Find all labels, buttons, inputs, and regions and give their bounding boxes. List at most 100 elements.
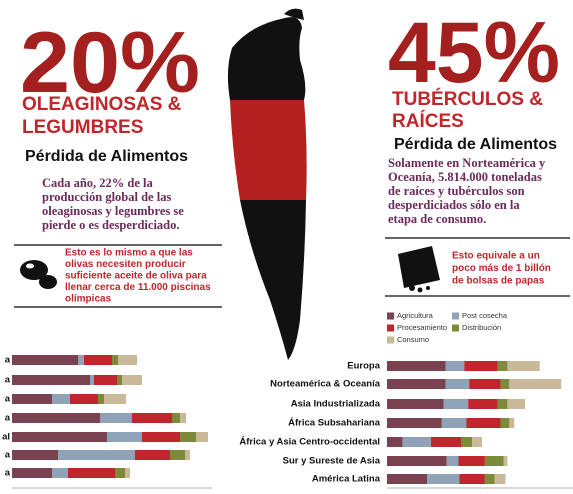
note: olímpicas <box>65 294 112 305</box>
bar-segment <box>172 413 180 423</box>
category-label: a <box>5 394 11 405</box>
bar-segment <box>135 450 170 460</box>
bar-segment <box>485 474 495 484</box>
bar-segment <box>122 375 142 385</box>
bar-segment <box>468 399 497 409</box>
bar-segment <box>387 474 427 484</box>
bar-segment <box>12 432 107 442</box>
bar-segment <box>464 361 497 371</box>
bar-segment <box>52 394 70 404</box>
bag-icon <box>398 246 440 293</box>
note: olivas necesiten producir <box>65 259 186 270</box>
bar-segment <box>132 413 172 423</box>
bar-segment <box>501 418 510 428</box>
bar-segment <box>12 375 90 385</box>
legend-swatch <box>387 313 394 320</box>
olives-icon <box>20 260 57 289</box>
bar-segment <box>58 450 135 460</box>
description: Oceanía, 5.814.000 toneladas <box>388 170 542 184</box>
bar-segment <box>446 361 465 371</box>
bar-segment <box>52 468 68 478</box>
bar-segment <box>507 361 539 371</box>
bar-segment <box>196 432 208 442</box>
category-label: a <box>5 450 11 461</box>
bar-segment <box>387 399 444 409</box>
bar-segment <box>444 399 468 409</box>
bar-segment <box>94 375 117 385</box>
bar-segment <box>185 450 190 460</box>
bar-segment <box>170 450 185 460</box>
heading: OLEAGINOSAS & <box>22 94 182 115</box>
bar-segment <box>125 468 130 478</box>
category-label: a <box>5 468 11 479</box>
bar-segment <box>12 413 100 423</box>
bar-segment <box>68 468 115 478</box>
legend-swatch <box>387 325 394 332</box>
bar-segment <box>118 355 137 365</box>
bar-segment <box>485 456 504 466</box>
bar-segment <box>84 355 112 365</box>
pepper-illustration <box>228 9 307 360</box>
subheading: Pérdida de Alimentos <box>25 148 188 165</box>
description: de raíces y tubérculos son <box>388 184 525 198</box>
note: Esto es lo mismo a que las <box>65 248 193 259</box>
bar-segment <box>459 474 484 484</box>
legend-label: Agricultura <box>397 311 434 320</box>
legend-label: Distribución <box>462 323 501 332</box>
bar-segment <box>387 379 446 389</box>
bar-segment <box>78 355 84 365</box>
note: llenar cerca de 11.000 piscinas <box>65 282 211 293</box>
description: etapa de consumo. <box>388 212 486 226</box>
bar-segment <box>507 399 525 409</box>
bar-segment <box>387 437 403 447</box>
bar-segment <box>466 418 500 428</box>
bar-segment <box>387 361 446 371</box>
category-label: a <box>5 413 11 424</box>
bar-segment <box>387 456 447 466</box>
bar-segment <box>90 375 94 385</box>
bar-segment <box>503 456 507 466</box>
bar-segment <box>180 432 196 442</box>
category-label: Asia Industrializada <box>291 399 381 410</box>
bar-segment <box>12 355 78 365</box>
bar-segment <box>142 432 180 442</box>
note: poco más de 1 billón <box>452 263 551 274</box>
infographic: 20% OLEAGINOSAS & LEGUMBRES Pérdida de A… <box>0 0 573 494</box>
description: Solamente en Norteamérica y <box>388 156 546 170</box>
category-label: África Subsahariana <box>288 418 381 429</box>
bar-segment <box>501 379 510 389</box>
subheading: Pérdida de Alimentos <box>394 136 557 153</box>
bar-segment <box>498 399 508 409</box>
category-label: Sur y Sureste de Asia <box>283 456 381 467</box>
category-label: América Latina <box>312 474 381 485</box>
description: pierde o es desperdiciado. <box>42 218 180 232</box>
bar-segment <box>447 456 459 466</box>
legend-label: Procesamiento <box>397 323 447 332</box>
note: de bolsas de papas <box>452 276 545 287</box>
legend-label: Post cosecha <box>462 311 508 320</box>
heading: RAÍCES <box>392 110 464 132</box>
bar-segment <box>509 379 561 389</box>
bar-segment <box>107 432 142 442</box>
category-label: al <box>2 432 10 443</box>
description: Cada año, 22% de la <box>42 176 154 190</box>
note: suficiente aceite de oliva para <box>65 271 207 282</box>
legend-swatch <box>452 325 459 332</box>
heading: LEGUMBRES <box>22 117 143 138</box>
bar-segment <box>98 394 104 404</box>
bar-segment <box>498 361 508 371</box>
bar-segment <box>180 413 186 423</box>
bar-segment <box>427 474 459 484</box>
bar-segment <box>446 379 469 389</box>
bar-segment <box>472 437 482 447</box>
category-label: África y Asia Centro-occidental <box>239 437 380 448</box>
category-label: Europa <box>347 361 380 372</box>
legend-swatch <box>452 313 459 320</box>
bar-segment <box>117 375 122 385</box>
category-label: a <box>5 355 11 366</box>
bar-segment <box>12 450 58 460</box>
legend-swatch <box>387 337 394 344</box>
bar-segment <box>12 394 52 404</box>
bar-segment <box>469 379 500 389</box>
legend-label: Consumo <box>397 335 429 344</box>
